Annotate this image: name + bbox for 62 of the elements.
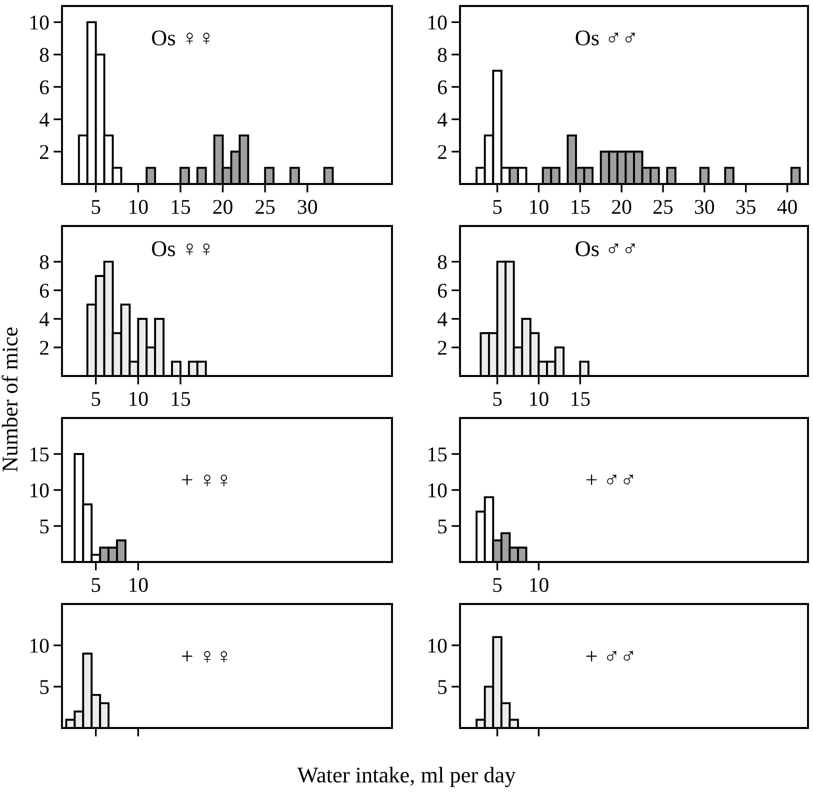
y-tick-label: 15 [30, 447, 49, 462]
y-axis-title: Number of mice [2, 327, 18, 472]
x-tick-label: 10 [130, 392, 148, 406]
x-tick-label: 5 [92, 200, 100, 214]
x-tick-label: 10 [130, 200, 148, 214]
x-tick-label: 40 [777, 200, 797, 214]
annotation: + ♀♀ [182, 650, 228, 663]
y-tick-label: 10 [30, 483, 49, 498]
x-tick-label: 30 [695, 200, 714, 214]
x-tick-label: 15 [572, 392, 590, 406]
y-tick-label: 2 [438, 340, 446, 355]
x-tick-label: 5 [493, 200, 502, 214]
y-tick-label: 8 [40, 48, 49, 62]
x-tick-label: 5 [493, 392, 502, 406]
x-tick-label: 10 [530, 578, 548, 592]
x-tick-label: 10 [130, 578, 148, 592]
y-tick-label: 10 [428, 16, 447, 30]
x-tick-label: 30 [298, 200, 318, 214]
x-tick-label: 20 [213, 200, 232, 214]
x-tick-label: 25 [654, 200, 673, 214]
x-tick-label: 35 [736, 200, 756, 214]
x-tick-label: 20 [612, 200, 632, 214]
annotation: Os ♀♀ [152, 30, 210, 46]
y-tick-label: 10 [428, 638, 447, 653]
x-tick-label: 15 [572, 200, 590, 214]
y-tick-label: 2 [438, 145, 446, 159]
y-tick-label: 4 [39, 312, 50, 326]
annotation: + ♂♂ [586, 474, 634, 485]
x-tick-label: 15 [172, 200, 190, 214]
annotation: + ♀♀ [182, 474, 228, 486]
y-tick-label: 6 [438, 284, 447, 298]
y-tick-label: 10 [428, 483, 447, 498]
x-tick-label: 25 [256, 200, 275, 214]
y-tick-label: 6 [40, 284, 49, 298]
y-tick-label: 4 [437, 312, 448, 326]
x-tick-label: 10 [530, 200, 548, 214]
x-axis-title: Water intake, ml per day [297, 766, 516, 788]
y-tick-label: 5 [438, 680, 447, 694]
y-tick-label: 2 [40, 145, 48, 159]
y-tick-label: 8 [40, 255, 49, 270]
y-tick-label: 10 [30, 638, 49, 653]
y-tick-label: 6 [438, 80, 447, 94]
y-tick-label: 15 [428, 447, 447, 462]
x-tick-label: 15 [172, 392, 190, 406]
x-tick-label: 5 [92, 392, 100, 406]
y-tick-label: 6 [40, 80, 49, 94]
annotation: + ♂♂ [586, 650, 634, 662]
y-tick-label: 5 [40, 680, 49, 694]
x-tick-label: 5 [92, 578, 100, 592]
y-tick-label: 5 [438, 520, 447, 534]
y-tick-label: 2 [40, 340, 48, 355]
annotation: Os ♀♀ [152, 241, 210, 256]
annotation: Os ♂♂ [576, 241, 635, 256]
y-tick-label: 4 [437, 112, 448, 126]
x-tick-label: 5 [493, 578, 502, 592]
y-tick-label: 8 [438, 48, 447, 62]
annotation: Os ♂♂ [576, 30, 635, 46]
y-tick-label: 4 [39, 112, 50, 126]
y-tick-label: 10 [30, 16, 49, 30]
y-tick-label: 5 [40, 520, 49, 534]
y-tick-label: 8 [438, 255, 447, 270]
x-tick-label: 10 [530, 392, 548, 406]
